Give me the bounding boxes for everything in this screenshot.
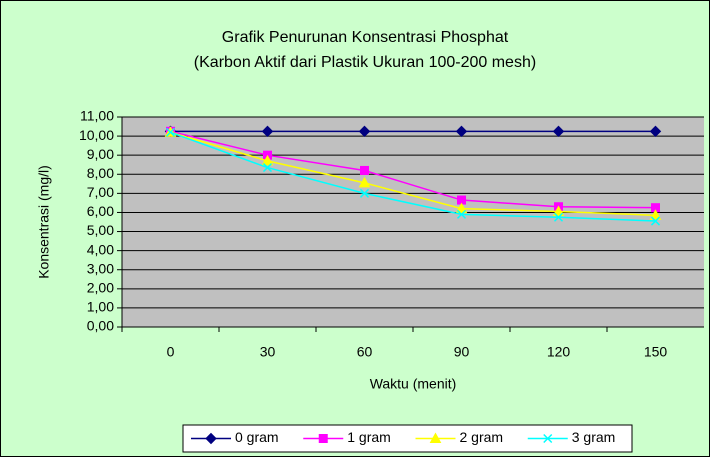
x-tick-label: 120 <box>547 344 571 360</box>
x-tick-label: 0 <box>167 344 175 360</box>
data-point <box>262 163 273 173</box>
series-line <box>170 131 656 222</box>
y-tick-label: 8,00 <box>87 165 114 181</box>
data-point <box>165 127 176 137</box>
chart-title: Grafik Penurunan Konsentrasi Phosphat <box>222 29 509 46</box>
y-tick-label: 10,00 <box>79 127 114 143</box>
data-point <box>261 125 274 138</box>
data-point <box>455 202 468 214</box>
legend-label: 2 gram <box>460 429 504 445</box>
data-point <box>456 209 467 219</box>
legend-marker <box>429 432 442 443</box>
data-point <box>358 176 371 188</box>
data-point <box>455 125 468 138</box>
data-point <box>552 125 565 138</box>
x-axis-label: Waktu (menit) <box>370 376 457 392</box>
y-tick-label: 5,00 <box>87 222 114 238</box>
legend-marker <box>318 434 328 443</box>
chart-subtitle: (Karbon Aktif dari Plastik Ukuran 100-20… <box>194 54 536 71</box>
y-tick-label: 6,00 <box>87 203 114 219</box>
plot-area <box>122 117 704 327</box>
y-tick-label: 7,00 <box>87 184 114 200</box>
legend-marker <box>205 432 217 445</box>
legend-label: 1 gram <box>347 429 391 445</box>
y-tick-label: 11,00 <box>80 108 114 124</box>
y-tick-label: 1,00 <box>87 299 114 315</box>
y-tick-label: 4,00 <box>87 241 114 257</box>
y-tick-label: 3,00 <box>87 260 114 276</box>
y-axis-label: Konsentrasi (mg/l) <box>36 165 52 279</box>
legend-label: 3 gram <box>572 429 616 445</box>
legend-marker <box>543 433 553 444</box>
x-tick-label: 60 <box>357 344 373 360</box>
data-point <box>553 212 564 222</box>
data-point <box>359 188 370 198</box>
data-point <box>552 205 565 216</box>
y-tick-label: 2,00 <box>87 280 114 296</box>
data-point <box>261 154 274 166</box>
data-point <box>649 209 662 220</box>
data-point <box>650 216 661 226</box>
x-tick-label: 30 <box>260 344 276 360</box>
x-tick-label: 90 <box>454 344 470 360</box>
data-point <box>358 125 371 138</box>
y-tick-label: 0,00 <box>87 318 114 334</box>
data-point <box>360 165 369 175</box>
legend-label: 0 gram <box>235 429 279 445</box>
series-line <box>170 131 656 217</box>
x-tick-label: 150 <box>644 344 668 360</box>
data-point <box>649 125 662 138</box>
y-tick-label: 9,00 <box>87 146 114 162</box>
series-line <box>170 130 656 209</box>
